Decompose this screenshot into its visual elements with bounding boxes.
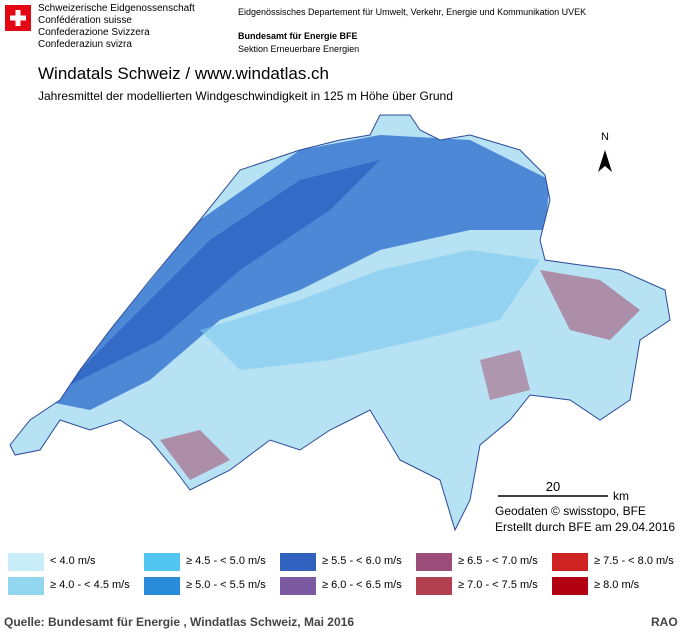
credit: Erstellt durch BFE am 29.04.2016 [495, 520, 675, 534]
legend-label: ≥ 5.5 - < 6.0 m/s [322, 555, 402, 567]
legend-label: ≥ 7.5 - < 8.0 m/s [594, 555, 674, 567]
wind-field [10, 115, 670, 530]
map: N 20 km Geodaten © swisstopo, BFE Erstel… [9, 114, 675, 534]
legend-swatch [144, 577, 180, 595]
section: Sektion Erneuerbare Energien [238, 44, 360, 54]
confederation-name: Confederazione Svizzera [38, 27, 150, 38]
scale-value: 20 [546, 479, 560, 494]
legend-swatch [144, 553, 180, 571]
legend-label: < 4.0 m/s [50, 555, 96, 567]
subtitle: Jahresmittel der modellierten Windgeschw… [38, 89, 453, 103]
confederation-name: Confederaziun svizra [38, 39, 132, 50]
legend-label: ≥ 6.0 - < 6.5 m/s [322, 579, 402, 591]
legend-label: ≥ 5.0 - < 5.5 m/s [186, 579, 266, 591]
legend-swatch [8, 553, 44, 571]
legend-swatch [8, 577, 44, 595]
office: Bundesamt für Energie BFE [238, 31, 358, 41]
legend-swatch [280, 553, 316, 571]
title: Windatals Schweiz / www.windatlas.ch [38, 64, 330, 83]
north-label: N [601, 131, 609, 143]
legend-swatch [552, 577, 588, 595]
scale-unit: km [613, 489, 629, 503]
legend-label: ≥ 7.0 - < 7.5 m/s [458, 579, 538, 591]
legend-label: ≥ 8.0 m/s [594, 579, 640, 591]
legend-label: ≥ 6.5 - < 7.0 m/s [458, 555, 538, 567]
legend-swatch [280, 577, 316, 595]
north-arrow [598, 150, 612, 172]
confederation-name: Schweizerische Eidgenossenschaft [38, 3, 195, 14]
source: Quelle: Bundesamt für Energie , Windatla… [4, 615, 354, 629]
confederation-name: Confédération suisse [38, 15, 132, 26]
legend-swatch [416, 553, 452, 571]
legend-swatch [416, 577, 452, 595]
legend-label: ≥ 4.5 - < 5.0 m/s [186, 555, 266, 567]
legend-swatch [552, 553, 588, 571]
legend: < 4.0 m/s ≥ 4.0 - < 4.5 m/s ≥ 4.5 - < 5.0 … [8, 553, 678, 597]
code: RAO [651, 615, 678, 629]
swiss-flag [5, 5, 31, 31]
confederation-names: Schweizerische Eidgenossenschaft Confédér… [38, 3, 195, 51]
credit: Geodaten © swisstopo, BFE [495, 504, 646, 518]
department: Eidgenössisches Departement für Umwelt, … [238, 7, 587, 17]
legend-label: ≥ 4.0 - < 4.5 m/s [50, 579, 130, 591]
